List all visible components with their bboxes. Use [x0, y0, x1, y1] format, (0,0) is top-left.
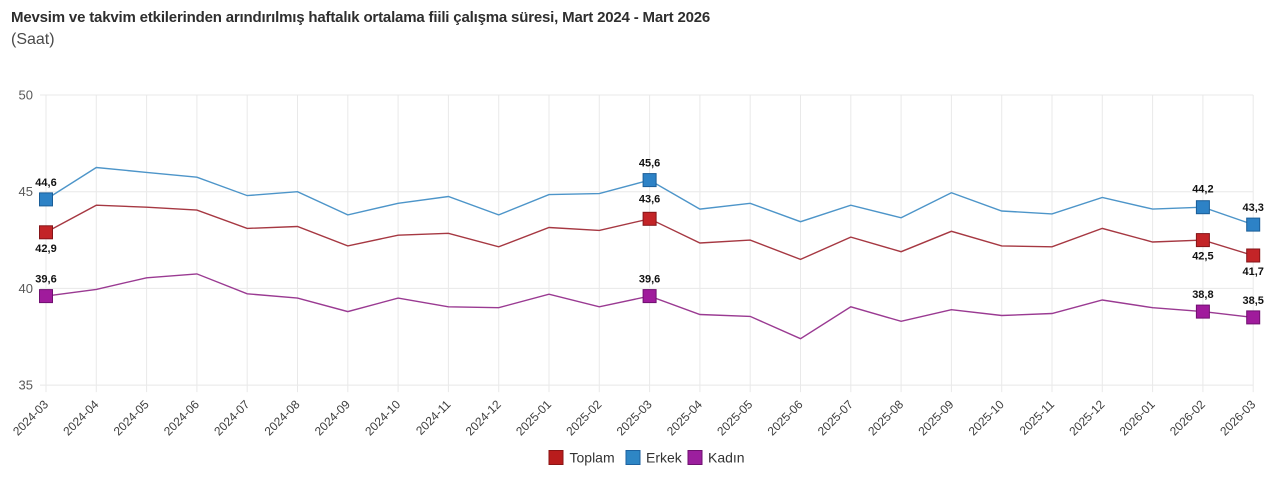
svg-text:44,6: 44,6 [35, 177, 56, 189]
svg-text:45: 45 [19, 184, 33, 199]
svg-text:2026-01: 2026-01 [1117, 397, 1158, 438]
svg-text:2026-02: 2026-02 [1167, 397, 1208, 438]
svg-text:2025-07: 2025-07 [815, 397, 856, 438]
svg-text:2025-11: 2025-11 [1017, 397, 1058, 438]
svg-text:2026-03: 2026-03 [1217, 397, 1258, 438]
svg-text:2024-10: 2024-10 [362, 397, 403, 438]
svg-text:2024-09: 2024-09 [312, 397, 353, 438]
svg-text:Erkek: Erkek [646, 450, 683, 466]
svg-text:2025-08: 2025-08 [865, 397, 906, 438]
svg-text:2025-03: 2025-03 [614, 397, 655, 438]
svg-text:43,6: 43,6 [639, 193, 660, 205]
svg-text:35: 35 [19, 378, 33, 393]
svg-text:2024-12: 2024-12 [463, 397, 504, 438]
svg-text:39,6: 39,6 [35, 274, 56, 286]
svg-text:2024-11: 2024-11 [413, 397, 454, 438]
svg-text:2025-06: 2025-06 [765, 397, 806, 438]
svg-text:2024-05: 2024-05 [111, 397, 152, 438]
svg-text:42,9: 42,9 [35, 243, 56, 255]
svg-text:2025-02: 2025-02 [563, 397, 604, 438]
svg-text:2025-05: 2025-05 [714, 397, 755, 438]
svg-text:2024-07: 2024-07 [211, 397, 252, 438]
svg-text:50: 50 [19, 88, 33, 103]
svg-text:2024-04: 2024-04 [60, 397, 101, 438]
svg-text:2025-01: 2025-01 [513, 397, 554, 438]
svg-text:2024-03: 2024-03 [10, 397, 51, 438]
svg-text:2024-08: 2024-08 [262, 397, 303, 438]
svg-text:2024-06: 2024-06 [161, 397, 202, 438]
svg-text:43,3: 43,3 [1242, 202, 1263, 214]
svg-text:2025-09: 2025-09 [915, 397, 956, 438]
svg-text:Toplam: Toplam [570, 450, 615, 466]
svg-text:38,5: 38,5 [1242, 295, 1263, 307]
svg-text:Kadın: Kadın [708, 450, 745, 466]
svg-text:42,5: 42,5 [1192, 251, 1213, 263]
svg-text:2025-04: 2025-04 [664, 397, 705, 438]
svg-text:2025-10: 2025-10 [966, 397, 1007, 438]
svg-text:40: 40 [19, 281, 33, 296]
svg-text:2025-12: 2025-12 [1066, 397, 1107, 438]
svg-text:38,8: 38,8 [1192, 289, 1213, 301]
svg-text:41,7: 41,7 [1242, 266, 1263, 278]
svg-text:44,2: 44,2 [1192, 184, 1213, 196]
svg-text:45,6: 45,6 [639, 158, 660, 170]
svg-text:39,6: 39,6 [639, 274, 660, 286]
